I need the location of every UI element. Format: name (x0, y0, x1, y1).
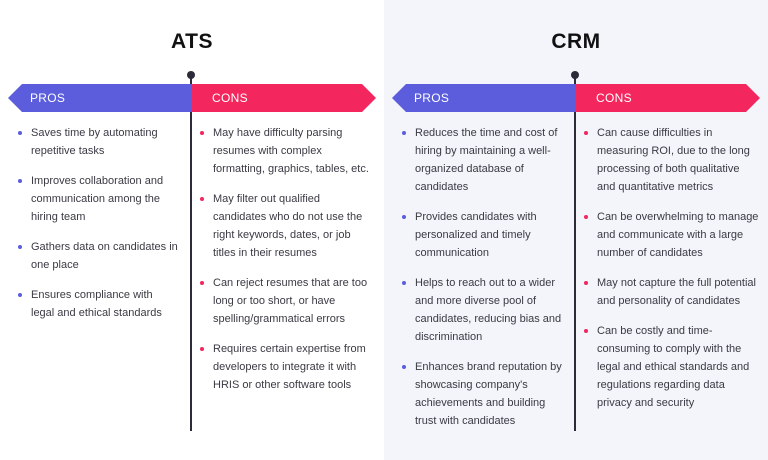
crm-pro-item: Helps to reach out to a wider and more d… (402, 274, 562, 346)
crm-title: CRM (551, 30, 601, 53)
crm-con-item: May not capture the full potential and p… (584, 274, 760, 310)
ats-cons-label: CONS (212, 91, 248, 105)
crm-pro-item: Reduces the time and cost of hiring by m… (402, 124, 562, 196)
crm-pro-item: Enhances brand reputation by showcasing … (402, 358, 562, 430)
ats-con-item: May have difficulty parsing resumes with… (200, 124, 376, 178)
ats-pro-item: Improves collaboration and communication… (18, 172, 178, 226)
ats-divider-dot (187, 71, 195, 79)
ats-cons-banner: CONS (192, 84, 376, 112)
crm-pros-list: Reduces the time and cost of hiring by m… (402, 124, 562, 442)
ats-con-item: Requires certain expertise from develope… (200, 340, 376, 394)
ats-con-item: May filter out qualified candidates who … (200, 190, 376, 262)
ats-pro-item: Gathers data on candidates in one place (18, 238, 178, 274)
crm-con-item: Can be overwhelming to manage and commun… (584, 208, 760, 262)
ats-divider-line (190, 75, 192, 431)
ats-pros-banner: PROS (8, 84, 192, 112)
crm-con-item: Can cause difficulties in measuring ROI,… (584, 124, 760, 196)
crm-pro-item: Provides candidates with personalized an… (402, 208, 562, 262)
ats-con-item: Can reject resumes that are too long or … (200, 274, 376, 328)
crm-pros-banner: PROS (392, 84, 576, 112)
ats-panel: ATS PROS CONS Saves time by automating r… (8, 30, 376, 431)
crm-cons-banner: CONS (576, 84, 760, 112)
crm-cons-label: CONS (596, 91, 632, 105)
crm-divider-dot (571, 71, 579, 79)
crm-panel: CRM PROS CONS Reduces the time and cost … (384, 0, 768, 460)
crm-divider-line (574, 75, 576, 431)
ats-pros-label: PROS (30, 91, 66, 105)
ats-pro-item: Saves time by automating repetitive task… (18, 124, 178, 160)
crm-con-item: Can be costly and time-consuming to comp… (584, 322, 760, 412)
ats-pro-item: Ensures compliance with legal and ethica… (18, 286, 178, 322)
ats-pros-list: Saves time by automating repetitive task… (18, 124, 178, 334)
ats-title: ATS (171, 30, 213, 53)
crm-pros-label: PROS (414, 91, 450, 105)
ats-cons-list: May have difficulty parsing resumes with… (200, 124, 376, 406)
crm-cons-list: Can cause difficulties in measuring ROI,… (584, 124, 760, 424)
